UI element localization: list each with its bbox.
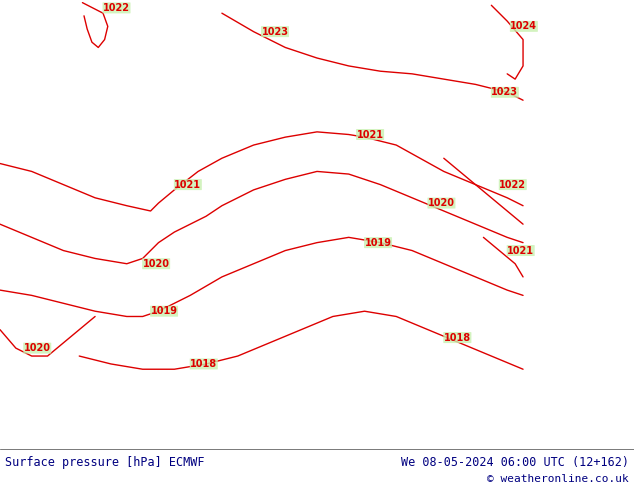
Text: 1023: 1023 xyxy=(491,87,519,98)
Text: 1019: 1019 xyxy=(365,238,392,247)
Text: 1020: 1020 xyxy=(428,198,455,208)
Text: 1020: 1020 xyxy=(143,259,170,269)
Text: 1021: 1021 xyxy=(507,245,534,256)
Text: 1022: 1022 xyxy=(500,180,526,190)
Text: 1024: 1024 xyxy=(510,22,538,31)
Text: © weatheronline.co.uk: © weatheronline.co.uk xyxy=(488,474,629,484)
Text: 1020: 1020 xyxy=(24,343,51,353)
Text: Surface pressure [hPa] ECMWF: Surface pressure [hPa] ECMWF xyxy=(5,456,205,469)
Text: We 08-05-2024 06:00 UTC (12+162): We 08-05-2024 06:00 UTC (12+162) xyxy=(401,456,629,469)
Text: 1022: 1022 xyxy=(103,3,130,13)
Text: 1021: 1021 xyxy=(174,180,202,190)
Text: 1018: 1018 xyxy=(444,333,471,343)
Text: 1023: 1023 xyxy=(262,26,288,37)
Text: 1019: 1019 xyxy=(151,306,178,316)
Text: 1018: 1018 xyxy=(190,359,217,369)
Text: 1021: 1021 xyxy=(357,129,384,140)
